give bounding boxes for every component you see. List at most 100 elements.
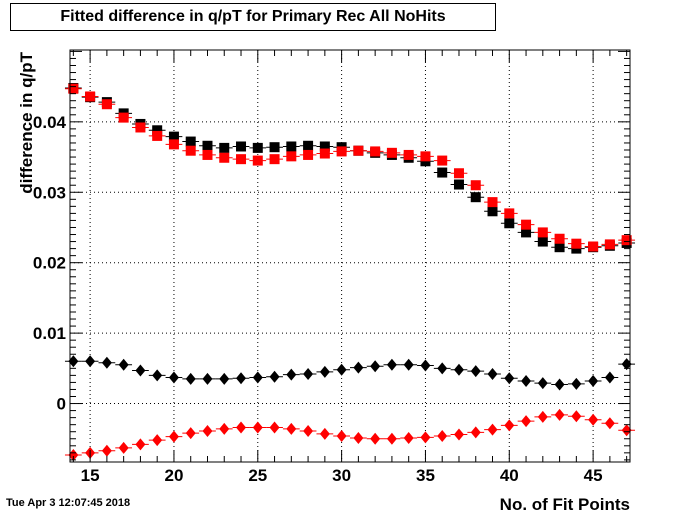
y-axis-title: difference in q/pT bbox=[17, 51, 36, 193]
diamond-point bbox=[202, 372, 213, 385]
diamond-point bbox=[286, 368, 297, 381]
diamond-point bbox=[135, 438, 146, 451]
square-point bbox=[202, 140, 213, 151]
square-point bbox=[85, 91, 96, 102]
square-point bbox=[554, 233, 565, 244]
diamond-point bbox=[470, 365, 481, 378]
diamond-point bbox=[571, 377, 582, 390]
square-point bbox=[168, 131, 179, 142]
diamond-point bbox=[386, 432, 397, 445]
x-tick-label: 30 bbox=[332, 466, 351, 485]
square-point bbox=[604, 239, 615, 250]
diamond-point bbox=[453, 363, 464, 376]
diamond-point bbox=[269, 370, 280, 383]
chart-title: Fitted difference in q/pT for Primary Re… bbox=[10, 3, 496, 31]
diamond-point bbox=[85, 355, 96, 368]
diamond-point bbox=[420, 359, 431, 372]
square-point bbox=[286, 141, 297, 152]
diamond-point bbox=[252, 421, 263, 434]
square-point bbox=[101, 99, 112, 110]
square-point bbox=[152, 130, 163, 141]
diamond-point bbox=[403, 432, 414, 445]
diamond-point bbox=[101, 356, 112, 369]
diamond-point bbox=[453, 428, 464, 441]
diamond-point bbox=[554, 378, 565, 391]
diamond-point bbox=[420, 431, 431, 444]
diamond-point bbox=[118, 441, 129, 454]
series-1 bbox=[64, 83, 636, 252]
diamond-point bbox=[219, 372, 230, 385]
diamond-point bbox=[152, 369, 163, 382]
data-marks bbox=[64, 83, 636, 461]
square-point bbox=[621, 235, 632, 246]
diamond-point bbox=[168, 371, 179, 384]
diamond-point bbox=[185, 427, 196, 440]
square-point bbox=[286, 151, 297, 162]
diamond-point bbox=[588, 413, 599, 426]
diamond-point bbox=[135, 364, 146, 377]
axes: 15 20 25 30 35 40 45 0 0.01 0.02 0.03 0.04 bbox=[33, 50, 630, 485]
diamond-point bbox=[621, 424, 632, 437]
diamond-point bbox=[487, 423, 498, 436]
square-point bbox=[269, 154, 280, 165]
diamond-point bbox=[537, 377, 548, 390]
square-point bbox=[319, 148, 330, 159]
square-point bbox=[588, 241, 599, 252]
grid-lines bbox=[70, 50, 630, 462]
diamond-point bbox=[604, 371, 615, 384]
square-point bbox=[319, 141, 330, 152]
square-point bbox=[303, 140, 314, 151]
x-tick-label: 20 bbox=[164, 466, 183, 485]
square-point bbox=[236, 141, 247, 152]
square-point bbox=[470, 180, 481, 191]
square-point bbox=[202, 149, 213, 160]
diamond-point bbox=[185, 372, 196, 385]
diamond-point bbox=[168, 430, 179, 443]
diamond-point bbox=[521, 415, 532, 428]
diamond-point bbox=[303, 425, 314, 438]
diamond-point bbox=[286, 422, 297, 435]
diamond-point bbox=[437, 429, 448, 442]
diamond-point bbox=[118, 358, 129, 371]
square-point bbox=[453, 179, 464, 190]
diamond-point bbox=[604, 417, 615, 430]
square-point bbox=[571, 238, 582, 249]
square-point bbox=[353, 145, 364, 156]
x-tick-label: 45 bbox=[584, 466, 603, 485]
x-tick-label: 35 bbox=[416, 466, 435, 485]
diamond-point bbox=[152, 434, 163, 447]
diamond-point bbox=[504, 419, 515, 432]
square-point bbox=[168, 139, 179, 150]
x-axis-title: No. of Fit Points bbox=[500, 495, 630, 514]
square-point bbox=[336, 146, 347, 157]
square-point bbox=[521, 219, 532, 230]
square-point bbox=[521, 227, 532, 238]
diamond-point bbox=[504, 372, 515, 385]
y-tick-label: 0 bbox=[57, 395, 66, 414]
series-3 bbox=[64, 408, 636, 461]
diamond-point bbox=[386, 358, 397, 371]
square-point bbox=[403, 149, 414, 160]
square-point bbox=[437, 155, 448, 166]
square-point bbox=[252, 155, 263, 166]
diamond-point bbox=[554, 408, 565, 421]
square-point bbox=[504, 208, 515, 219]
diamond-point bbox=[236, 421, 247, 434]
square-point bbox=[152, 125, 163, 136]
diamond-point bbox=[571, 410, 582, 423]
square-point bbox=[185, 136, 196, 147]
square-point bbox=[537, 227, 548, 238]
x-tick-label: 40 bbox=[500, 466, 519, 485]
diamond-point bbox=[303, 367, 314, 380]
x-tick-label: 15 bbox=[81, 466, 100, 485]
square-point bbox=[453, 168, 464, 179]
diamond-point bbox=[68, 448, 79, 461]
diamond-point bbox=[437, 362, 448, 375]
diamond-point bbox=[353, 432, 364, 445]
series-0 bbox=[64, 83, 636, 254]
diamond-point bbox=[336, 429, 347, 442]
square-point bbox=[370, 146, 381, 157]
diamond-point bbox=[353, 361, 364, 374]
diamond-point bbox=[370, 432, 381, 445]
square-point bbox=[487, 197, 498, 208]
